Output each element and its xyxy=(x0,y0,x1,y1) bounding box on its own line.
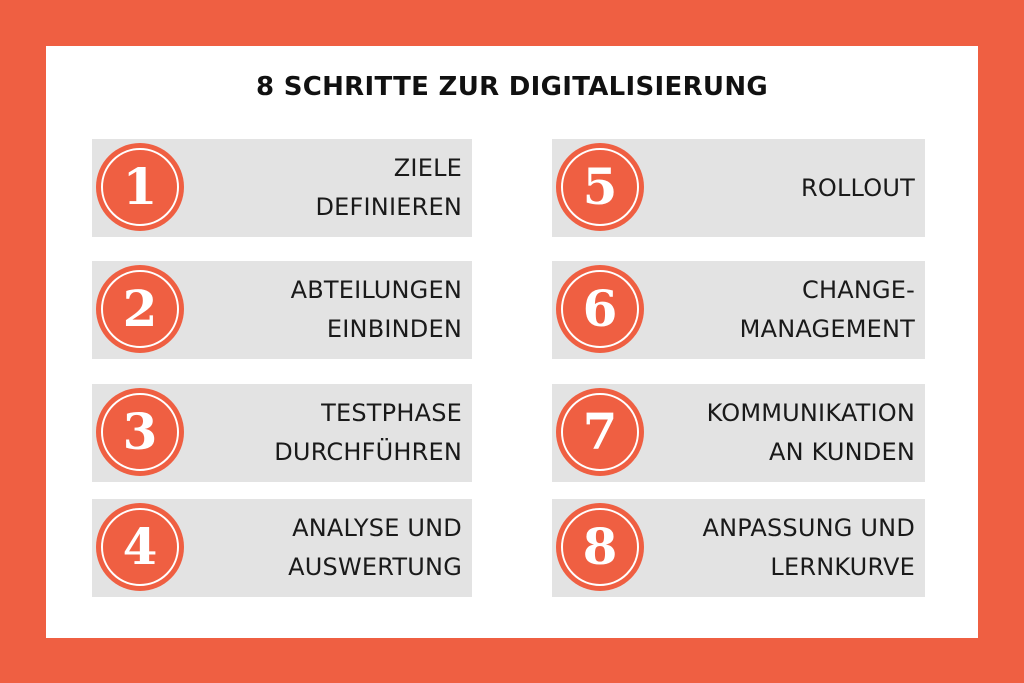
step-1: 1 ZIELE DEFINIEREN xyxy=(92,139,472,237)
step-number: 1 xyxy=(122,157,158,216)
step-number-badge: 6 xyxy=(556,265,644,353)
step-number-badge: 3 xyxy=(96,388,184,476)
step-5: 5 ROLLOUT xyxy=(552,139,925,237)
step-label: ANPASSUNG UND LERNKURVE xyxy=(702,499,915,597)
step-number: 7 xyxy=(582,402,618,461)
page-title: 8 SCHRITTE ZUR DIGITALISIERUNG xyxy=(255,72,769,102)
step-label-line-2: AN KUNDEN xyxy=(768,438,915,466)
step-label-line-1: ANPASSUNG UND xyxy=(702,514,915,542)
step-number-badge: 5 xyxy=(556,143,644,231)
step-3: 3 TESTPHASE DURCHFÜHREN xyxy=(92,384,472,482)
step-label-line-1: CHANGE- xyxy=(802,276,915,304)
step-label-line-1: TESTPHASE xyxy=(321,399,462,427)
step-label-line-2: DURCHFÜHREN xyxy=(274,438,462,466)
step-label: KOMMUNIKATION AN KUNDEN xyxy=(707,384,915,482)
step-number: 8 xyxy=(582,517,618,576)
step-8: 8 ANPASSUNG UND LERNKURVE xyxy=(552,499,925,597)
step-label: ROLLOUT xyxy=(801,139,915,237)
step-4: 4 ANALYSE UND AUSWERTUNG xyxy=(92,499,472,597)
step-label-line-2: MANAGEMENT xyxy=(739,315,915,343)
step-label-line-2: EINBINDEN xyxy=(326,315,462,343)
step-number-badge: 2 xyxy=(96,265,184,353)
step-label-line-1: ZIELE xyxy=(393,154,462,182)
step-label-line-2: LERNKURVE xyxy=(770,553,915,581)
step-label: ZIELE DEFINIEREN xyxy=(315,139,462,237)
step-number: 6 xyxy=(582,279,618,338)
step-label-line-2: DEFINIEREN xyxy=(315,193,462,221)
step-number: 2 xyxy=(122,279,158,338)
step-label-line-2: AUSWERTUNG xyxy=(288,553,462,581)
step-label-line-1: ABTEILUNGEN xyxy=(290,276,462,304)
step-number-badge: 7 xyxy=(556,388,644,476)
step-label: TESTPHASE DURCHFÜHREN xyxy=(274,384,462,482)
step-label-line-1: ANALYSE UND xyxy=(292,514,462,542)
step-label-line-1: ROLLOUT xyxy=(801,173,915,202)
step-label-line-1: KOMMUNIKATION xyxy=(706,399,915,427)
step-6: 6 CHANGE- MANAGEMENT xyxy=(552,261,925,359)
step-7: 7 KOMMUNIKATION AN KUNDEN xyxy=(552,384,925,482)
step-number-badge: 1 xyxy=(96,143,184,231)
step-label: ANALYSE UND AUSWERTUNG xyxy=(288,499,462,597)
step-number: 4 xyxy=(122,517,158,576)
step-number-badge: 4 xyxy=(96,503,184,591)
step-number: 5 xyxy=(582,157,618,216)
step-number: 3 xyxy=(122,402,158,461)
step-2: 2 ABTEILUNGEN EINBINDEN xyxy=(92,261,472,359)
step-label: CHANGE- MANAGEMENT xyxy=(740,261,915,359)
step-label: ABTEILUNGEN EINBINDEN xyxy=(291,261,462,359)
step-number-badge: 8 xyxy=(556,503,644,591)
